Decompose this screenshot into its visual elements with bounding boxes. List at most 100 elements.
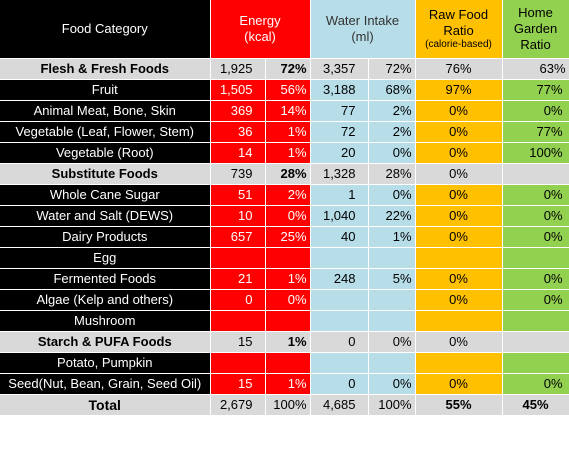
water-ml-cell bbox=[310, 310, 369, 332]
water-percent-cell: 2% bbox=[368, 100, 416, 122]
water-ml-cell bbox=[310, 352, 369, 374]
home-garden-ratio-cell: 77% bbox=[502, 79, 569, 101]
food-category-cell: Vegetable (Leaf, Flower, Stem) bbox=[0, 121, 211, 143]
energy-kcal-cell: 0 bbox=[210, 289, 266, 311]
header-water-label: Water Intake bbox=[325, 12, 400, 28]
raw-food-ratio-cell: 0% bbox=[415, 142, 503, 164]
energy-percent-cell bbox=[265, 352, 311, 374]
water-percent-cell: 22% bbox=[368, 205, 416, 227]
water-ml-cell: 77 bbox=[310, 100, 369, 122]
energy-kcal-cell: 1,505 bbox=[210, 79, 266, 101]
energy-percent-cell: 1% bbox=[265, 331, 311, 353]
food-category-cell: Dairy Products bbox=[0, 226, 211, 248]
home-garden-ratio-cell: 100% bbox=[502, 142, 569, 164]
water-percent-cell: 0% bbox=[368, 331, 416, 353]
food-category-cell: Potato, Pumpkin bbox=[0, 352, 211, 374]
home-garden-ratio-cell bbox=[502, 352, 569, 374]
home-garden-ratio-cell: 0% bbox=[502, 289, 569, 311]
energy-kcal-cell: 21 bbox=[210, 268, 266, 290]
header-home-garden-ratio: Home Garden Ratio bbox=[502, 0, 569, 59]
home-garden-ratio-cell: 0% bbox=[502, 100, 569, 122]
raw-food-ratio-cell: 0% bbox=[415, 268, 503, 290]
food-category-cell: Total bbox=[0, 394, 211, 416]
food-category-cell: Egg bbox=[0, 247, 211, 269]
raw-food-ratio-cell bbox=[415, 310, 503, 332]
water-ml-cell bbox=[310, 289, 369, 311]
food-category-cell: Whole Cane Sugar bbox=[0, 184, 211, 206]
food-category-cell: Substitute Foods bbox=[0, 163, 211, 185]
energy-kcal-cell: 739 bbox=[210, 163, 266, 185]
header-garden-line3: Ratio bbox=[520, 36, 551, 52]
home-garden-ratio-cell bbox=[502, 331, 569, 353]
home-garden-ratio-cell bbox=[502, 310, 569, 332]
header-raw-food-ratio: Raw Food Ratio (calorie-based) bbox=[415, 0, 503, 59]
home-garden-ratio-cell bbox=[502, 163, 569, 185]
water-percent-cell bbox=[368, 352, 416, 374]
header-raw-line2: Ratio bbox=[443, 22, 474, 38]
header-garden-line1: Home bbox=[518, 4, 553, 20]
raw-food-ratio-cell: 0% bbox=[415, 121, 503, 143]
group-row: Starch & PUFA Foods 15 1% 0 0% 0% bbox=[0, 331, 569, 353]
energy-percent-cell bbox=[265, 247, 311, 269]
home-garden-ratio-cell: 77% bbox=[502, 121, 569, 143]
table-row: Egg bbox=[0, 247, 569, 269]
raw-food-ratio-cell bbox=[415, 247, 503, 269]
energy-percent-cell: 1% bbox=[265, 142, 311, 164]
water-percent-cell: 1% bbox=[368, 226, 416, 248]
group-row: Flesh & Fresh Foods 1,925 72% 3,357 72% 76% 63… bbox=[0, 58, 569, 80]
energy-kcal-cell bbox=[210, 352, 266, 374]
header-food-category: Food Category bbox=[0, 0, 211, 59]
water-percent-cell: 5% bbox=[368, 268, 416, 290]
energy-kcal-cell: 657 bbox=[210, 226, 266, 248]
raw-food-ratio-cell: 97% bbox=[415, 79, 503, 101]
water-percent-cell bbox=[368, 310, 416, 332]
energy-kcal-cell: 15 bbox=[210, 331, 266, 353]
header-row: Food Category Energy (kcal) Water Intake… bbox=[0, 0, 569, 59]
table-row: Potato, Pumpkin bbox=[0, 352, 569, 374]
food-category-cell: Algae (Kelp and others) bbox=[0, 289, 211, 311]
water-ml-cell: 1 bbox=[310, 184, 369, 206]
header-water-unit: (ml) bbox=[351, 28, 374, 44]
table-row: Seed(Nut, Bean, Grain, Seed Oil) 15 1% 0 0% 0… bbox=[0, 373, 569, 395]
water-percent-cell bbox=[368, 289, 416, 311]
food-category-cell: Fruit bbox=[0, 79, 211, 101]
energy-percent-cell: 72% bbox=[265, 58, 311, 80]
home-garden-ratio-cell: 0% bbox=[502, 205, 569, 227]
water-percent-cell: 2% bbox=[368, 121, 416, 143]
table-row: Fermented Foods 21 1% 248 5% 0% 0% bbox=[0, 268, 569, 290]
water-percent-cell: 0% bbox=[368, 184, 416, 206]
raw-food-ratio-cell: 0% bbox=[415, 205, 503, 227]
food-category-cell: Vegetable (Root) bbox=[0, 142, 211, 164]
home-garden-ratio-cell: 0% bbox=[502, 184, 569, 206]
table-body: Flesh & Fresh Foods 1,925 72% 3,357 72% 76% 63… bbox=[0, 58, 569, 416]
energy-percent-cell: 14% bbox=[265, 100, 311, 122]
raw-food-ratio-cell bbox=[415, 352, 503, 374]
energy-percent-cell bbox=[265, 310, 311, 332]
home-garden-ratio-cell: 45% bbox=[502, 394, 569, 416]
energy-percent-cell: 1% bbox=[265, 268, 311, 290]
table-row: Fruit 1,505 56% 3,188 68% 97% 77% bbox=[0, 79, 569, 101]
food-category-cell: Animal Meat, Bone, Skin bbox=[0, 100, 211, 122]
energy-kcal-cell: 51 bbox=[210, 184, 266, 206]
water-ml-cell: 0 bbox=[310, 331, 369, 353]
water-percent-cell bbox=[368, 247, 416, 269]
energy-kcal-cell bbox=[210, 247, 266, 269]
food-category-cell: Seed(Nut, Bean, Grain, Seed Oil) bbox=[0, 373, 211, 395]
energy-kcal-cell: 15 bbox=[210, 373, 266, 395]
water-percent-cell: 100% bbox=[368, 394, 416, 416]
raw-food-ratio-cell: 76% bbox=[415, 58, 503, 80]
food-category-cell: Starch & PUFA Foods bbox=[0, 331, 211, 353]
raw-food-ratio-cell: 0% bbox=[415, 226, 503, 248]
total-row: Total 2,679 100% 4,685 100% 55% 45% bbox=[0, 394, 569, 416]
table-row: Whole Cane Sugar 51 2% 1 0% 0% 0% bbox=[0, 184, 569, 206]
table-row: Mushroom bbox=[0, 310, 569, 332]
energy-percent-cell: 2% bbox=[265, 184, 311, 206]
water-ml-cell: 248 bbox=[310, 268, 369, 290]
water-ml-cell: 3,188 bbox=[310, 79, 369, 101]
table-row: Dairy Products 657 25% 40 1% 0% 0% bbox=[0, 226, 569, 248]
food-category-cell: Water and Salt (DEWS) bbox=[0, 205, 211, 227]
water-ml-cell bbox=[310, 247, 369, 269]
header-energy-unit: (kcal) bbox=[244, 28, 276, 44]
raw-food-ratio-cell: 0% bbox=[415, 184, 503, 206]
home-garden-ratio-cell: 0% bbox=[502, 373, 569, 395]
